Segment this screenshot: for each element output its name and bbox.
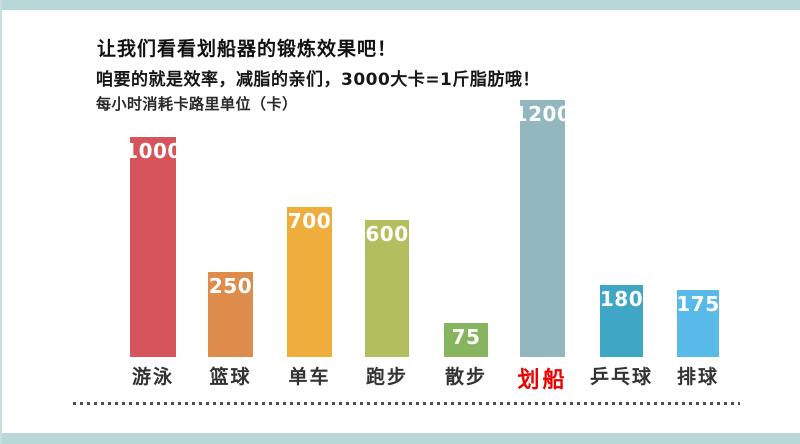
bar-value-swimming: 1000 [124, 139, 182, 163]
top-border-band [0, 0, 800, 10]
bar-label-walking: 散步 [444, 366, 488, 388]
bar-running: 600 [365, 220, 409, 357]
bar-value-volleyball: 175 [676, 292, 720, 316]
bar-label-rowing: 划船 [517, 368, 568, 393]
bar-label-table-tennis: 乒乓球 [589, 366, 654, 388]
bar-value-walking: 75 [451, 325, 481, 349]
bar-label-swimming: 游泳 [131, 366, 175, 388]
bar-label-cycling: 单车 [288, 366, 331, 388]
bar-swimming: 1000 [124, 137, 181, 357]
left-border-strip [0, 0, 2, 444]
bar-value-rowing: 1200 [513, 102, 572, 126]
bar-value-running: 600 [365, 222, 409, 246]
bar-label-running: 跑步 [365, 366, 409, 388]
page-subtitle: 咱要的就是效率，减脂的亲们，3000大卡=1斤脂肪哦！ [96, 70, 540, 90]
bar-table-tennis: 180 [600, 285, 643, 357]
dashed-divider [73, 402, 740, 405]
bar-value-table-tennis: 180 [599, 287, 644, 311]
bar-basketball: 250 [208, 272, 253, 357]
bar-label-volleyball: 排球 [676, 366, 720, 388]
bar-label-basketball: 篮球 [209, 366, 252, 388]
bar-value-basketball: 250 [208, 274, 253, 298]
bar-cycling: 700 [287, 207, 332, 357]
page-title: 让我们看看划船器的锻炼效果吧！ [97, 38, 398, 60]
bar-rowing: 1200 [514, 100, 571, 357]
y-axis-unit-label: 每小时消耗卡路里单位（卡） [96, 95, 298, 113]
bar-volleyball: 175 [676, 290, 720, 357]
bar-value-cycling: 700 [287, 209, 332, 233]
bar-walking: 75 [444, 323, 488, 357]
bottom-border-band [0, 433, 800, 444]
